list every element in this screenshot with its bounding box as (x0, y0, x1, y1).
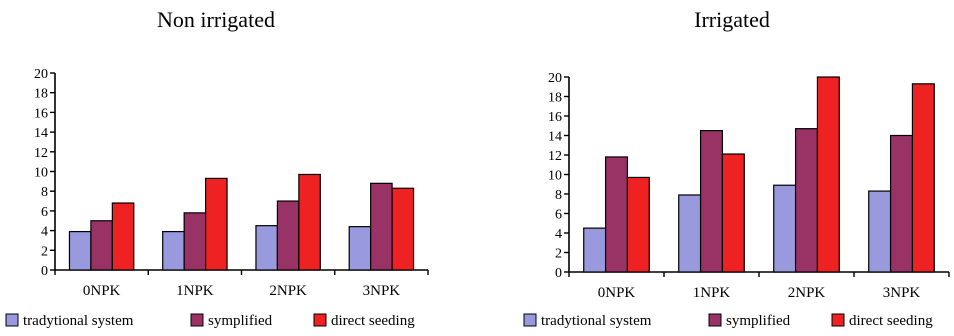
bar-direct-seeding-2NPK (816, 76, 840, 273)
y-tick-label: 20 (548, 71, 562, 86)
x-category-label: 0NPK (598, 285, 636, 301)
x-category-label: 0NPK (83, 283, 121, 299)
legend-swatch (5, 313, 19, 327)
y-tick-label: 6 (555, 208, 562, 223)
legend-swatch (523, 313, 537, 327)
y-tick-label: 0 (555, 266, 562, 281)
legend: tradytional system symplified direct seedi… (523, 313, 933, 329)
legend-label: symplified (726, 313, 791, 329)
y-tick-label: 2 (41, 244, 48, 259)
x-category-label: 3NPK (883, 285, 921, 301)
bar-tradytional-system-0NPK (68, 230, 92, 271)
y-tick-label: 14 (34, 126, 48, 141)
y-tick-label: 14 (548, 130, 562, 145)
bar-symplified-0NPK (90, 220, 113, 271)
x-category-label: 2NPK (269, 283, 307, 299)
legend-label: tradytional system (541, 313, 652, 329)
bar-symplified-0NPK (604, 156, 629, 273)
bar-direct-seeding-0NPK (626, 176, 650, 273)
bar-direct-seeding-2NPK (298, 173, 321, 271)
y-tick-label: 4 (555, 227, 562, 242)
y-tick-label: 8 (41, 185, 48, 200)
chart-1: Non irrigated 0 2 4 6 8 10 12 14 16 18 20 0NPK 1NPK 2N… (5, 7, 429, 329)
bar-symplified-1NPK (699, 130, 724, 273)
y-tick-label: 18 (548, 91, 562, 106)
y-tick-label: 10 (548, 169, 562, 184)
y-tick-label: 2 (555, 247, 562, 262)
legend-label: tradytional system (23, 313, 134, 329)
legend-label: symplified (208, 313, 273, 329)
y-tick-label: 4 (41, 225, 48, 240)
bar-tradytional-system-2NPK (773, 184, 797, 273)
legend: tradytional system symplified direct seedi… (5, 313, 415, 329)
y-tick-label: 16 (34, 106, 48, 121)
x-category-label: 3NPK (363, 283, 401, 299)
bar-tradytional-system-2NPK (255, 225, 279, 271)
bar-tradytional-system-1NPK (162, 230, 185, 271)
chart-title: Irrigated (694, 7, 770, 32)
x-category-label: 2NPK (788, 285, 826, 301)
bar-tradytional-system-0NPK (583, 227, 607, 273)
y-tick-label: 10 (34, 166, 48, 181)
y-tick-label: 16 (548, 110, 562, 125)
y-tick-label: 18 (34, 87, 48, 102)
chart-title: Non irrigated (157, 7, 275, 32)
y-tick-label: 6 (41, 205, 48, 220)
bar-direct-seeding-1NPK (721, 153, 745, 273)
bar-direct-seeding-1NPK (204, 177, 228, 271)
y-tick-label: 20 (34, 67, 48, 82)
bar-direct-seeding-3NPK (391, 187, 415, 271)
legend-swatch (313, 313, 327, 327)
legend-label: direct seeding (331, 313, 415, 329)
bar-tradytional-system-1NPK (678, 194, 702, 273)
y-tick-label: 12 (548, 149, 562, 164)
bar-symplified-2NPK (794, 128, 819, 273)
bar-tradytional-system-3NPK (348, 226, 372, 271)
bar-tradytional-system-3NPK (868, 190, 892, 273)
legend-swatch (708, 313, 722, 327)
y-tick-label: 12 (34, 146, 48, 161)
bar-direct-seeding-0NPK (111, 202, 135, 271)
bar-direct-seeding-3NPK (911, 83, 935, 273)
x-category-label: 1NPK (693, 285, 731, 301)
bar-symplified-3NPK (370, 182, 393, 271)
chart-2: Irrigated 0 2 4 6 8 10 12 14 16 18 20 0NPK 1NPK 2NPK 3N… (523, 7, 950, 329)
bar-symplified-1NPK (183, 212, 207, 271)
bar-symplified-3NPK (889, 134, 914, 273)
legend-label: direct seeding (849, 313, 933, 329)
y-tick-label: 8 (555, 188, 562, 203)
legend-swatch (190, 313, 204, 327)
bar-symplified-2NPK (276, 200, 300, 271)
y-tick-label: 0 (41, 264, 48, 279)
x-category-label: 1NPK (176, 283, 214, 299)
legend-swatch (831, 313, 845, 327)
